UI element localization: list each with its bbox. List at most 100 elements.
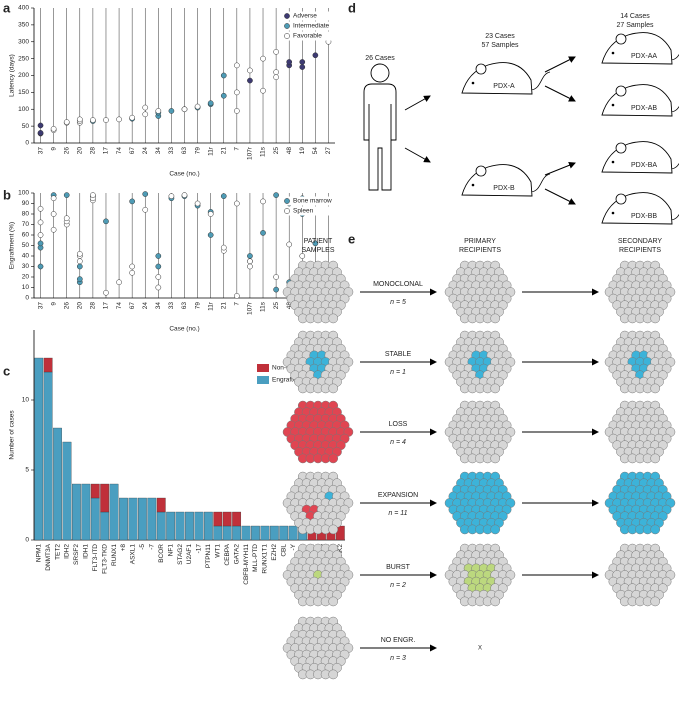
x-tick-label: 17 [103,302,110,310]
data-point [233,62,240,69]
arrow [404,95,431,111]
data-point [142,104,149,111]
data-point [299,253,306,259]
data-point [220,92,227,99]
x-tick-label: 17 [103,147,110,155]
person [363,83,397,191]
cell [650,453,661,464]
data-point [37,219,44,226]
bar-segment [90,483,100,499]
data-point [220,193,227,199]
x-tick-label: 26 [63,302,70,310]
data-point [233,293,240,299]
data-point [312,52,319,59]
legend-swatch [284,13,290,19]
label: PDX-B [493,185,515,192]
data-point [194,103,201,110]
x-tick-label: -Y [290,543,297,550]
y-tick-label: 50 [22,123,30,130]
legend-label: Favorable [293,33,322,40]
data-point [76,276,83,282]
data-point [155,253,162,259]
y-tick-label: 50 [22,242,30,249]
bar-segment [269,525,279,541]
bar-segment [156,511,166,541]
x-tick-label: 63 [181,302,188,310]
data-point [63,192,70,198]
data-point [116,279,122,286]
legend-label: Spleen [293,208,314,215]
x-tick-label: 48 [286,302,293,310]
x-tick-label: SRSF2 [73,544,80,565]
bar-segment [222,525,232,541]
y-tick-label: 0 [25,295,29,302]
x-tick-label: 34 [155,302,162,310]
data-point [76,263,83,270]
y-tick-label: 100 [18,106,29,113]
mouse-eye [471,81,475,85]
data-point [90,117,96,123]
bar-segment [90,497,100,541]
row-label: LOSS [389,421,408,428]
bar-segment [232,525,242,541]
x-tick-label: 28 [90,147,97,155]
x-tick-label: 25 [273,147,280,155]
column-header: RECIPIENTS [619,247,661,254]
data-point [312,240,319,247]
data-point [260,230,266,236]
data-point [247,67,253,74]
data-point [273,69,279,75]
panel-label: a [3,0,11,15]
mouse-ear [615,85,627,97]
data-point [129,269,136,276]
mouse-tail [669,162,679,170]
legend-label: Intermediate [293,23,330,30]
data-point [142,206,149,213]
bar-segment [156,497,166,513]
x-tick-label: 67 [129,302,136,310]
data-point [273,274,279,280]
x-tick-label: BCOR [158,544,165,563]
legend-bg [282,21,334,31]
legend-bg [282,31,334,41]
data-point [142,191,149,197]
data-point [247,77,253,84]
label: PDX-AA [631,53,657,60]
legend-swatch [284,23,290,29]
y-tick-label: 20 [22,274,30,281]
bar-segment [175,511,185,541]
mouse-eye [471,183,475,187]
x-tick-label: 9 [50,147,57,151]
data-point [76,116,83,123]
x-tick-label: 20 [77,147,84,155]
data-point [260,87,266,94]
x-tick-label: ASXL1 [130,544,137,565]
x-tick-label: NPM1 [35,544,42,562]
y-tick-label: 70 [22,221,30,228]
x-tick-label: 26 [63,147,70,155]
y-tick-label: 10 [22,397,30,404]
data-point [37,130,44,136]
x-tick-label: 20 [77,302,84,310]
x-tick-label: 34 [155,147,162,155]
data-point [168,108,175,114]
data-point [129,263,136,270]
y-tick-label: 400 [18,5,29,12]
legend-label: Adverse [293,13,317,20]
x-tick-label: GATA2 [233,544,240,565]
cell [328,596,339,607]
bar-segment [213,511,223,527]
row-label: MONOCLONAL [373,281,423,288]
x-tick-label: MLL-PTD [252,544,259,572]
label: 57 Samples [482,42,519,49]
x-tick-label: WT1 [214,544,221,558]
y-axis-title: Engraftment (%) [9,222,16,269]
x-tick-label: 74 [116,302,123,310]
data-point [286,59,293,65]
x-tick-label: NF1 [167,544,174,557]
bar-segment [251,525,260,541]
y-tick-label: 200 [18,72,29,79]
bar-segment [194,511,204,541]
x-tick-label: 9 [50,302,57,306]
data-point [103,289,109,296]
